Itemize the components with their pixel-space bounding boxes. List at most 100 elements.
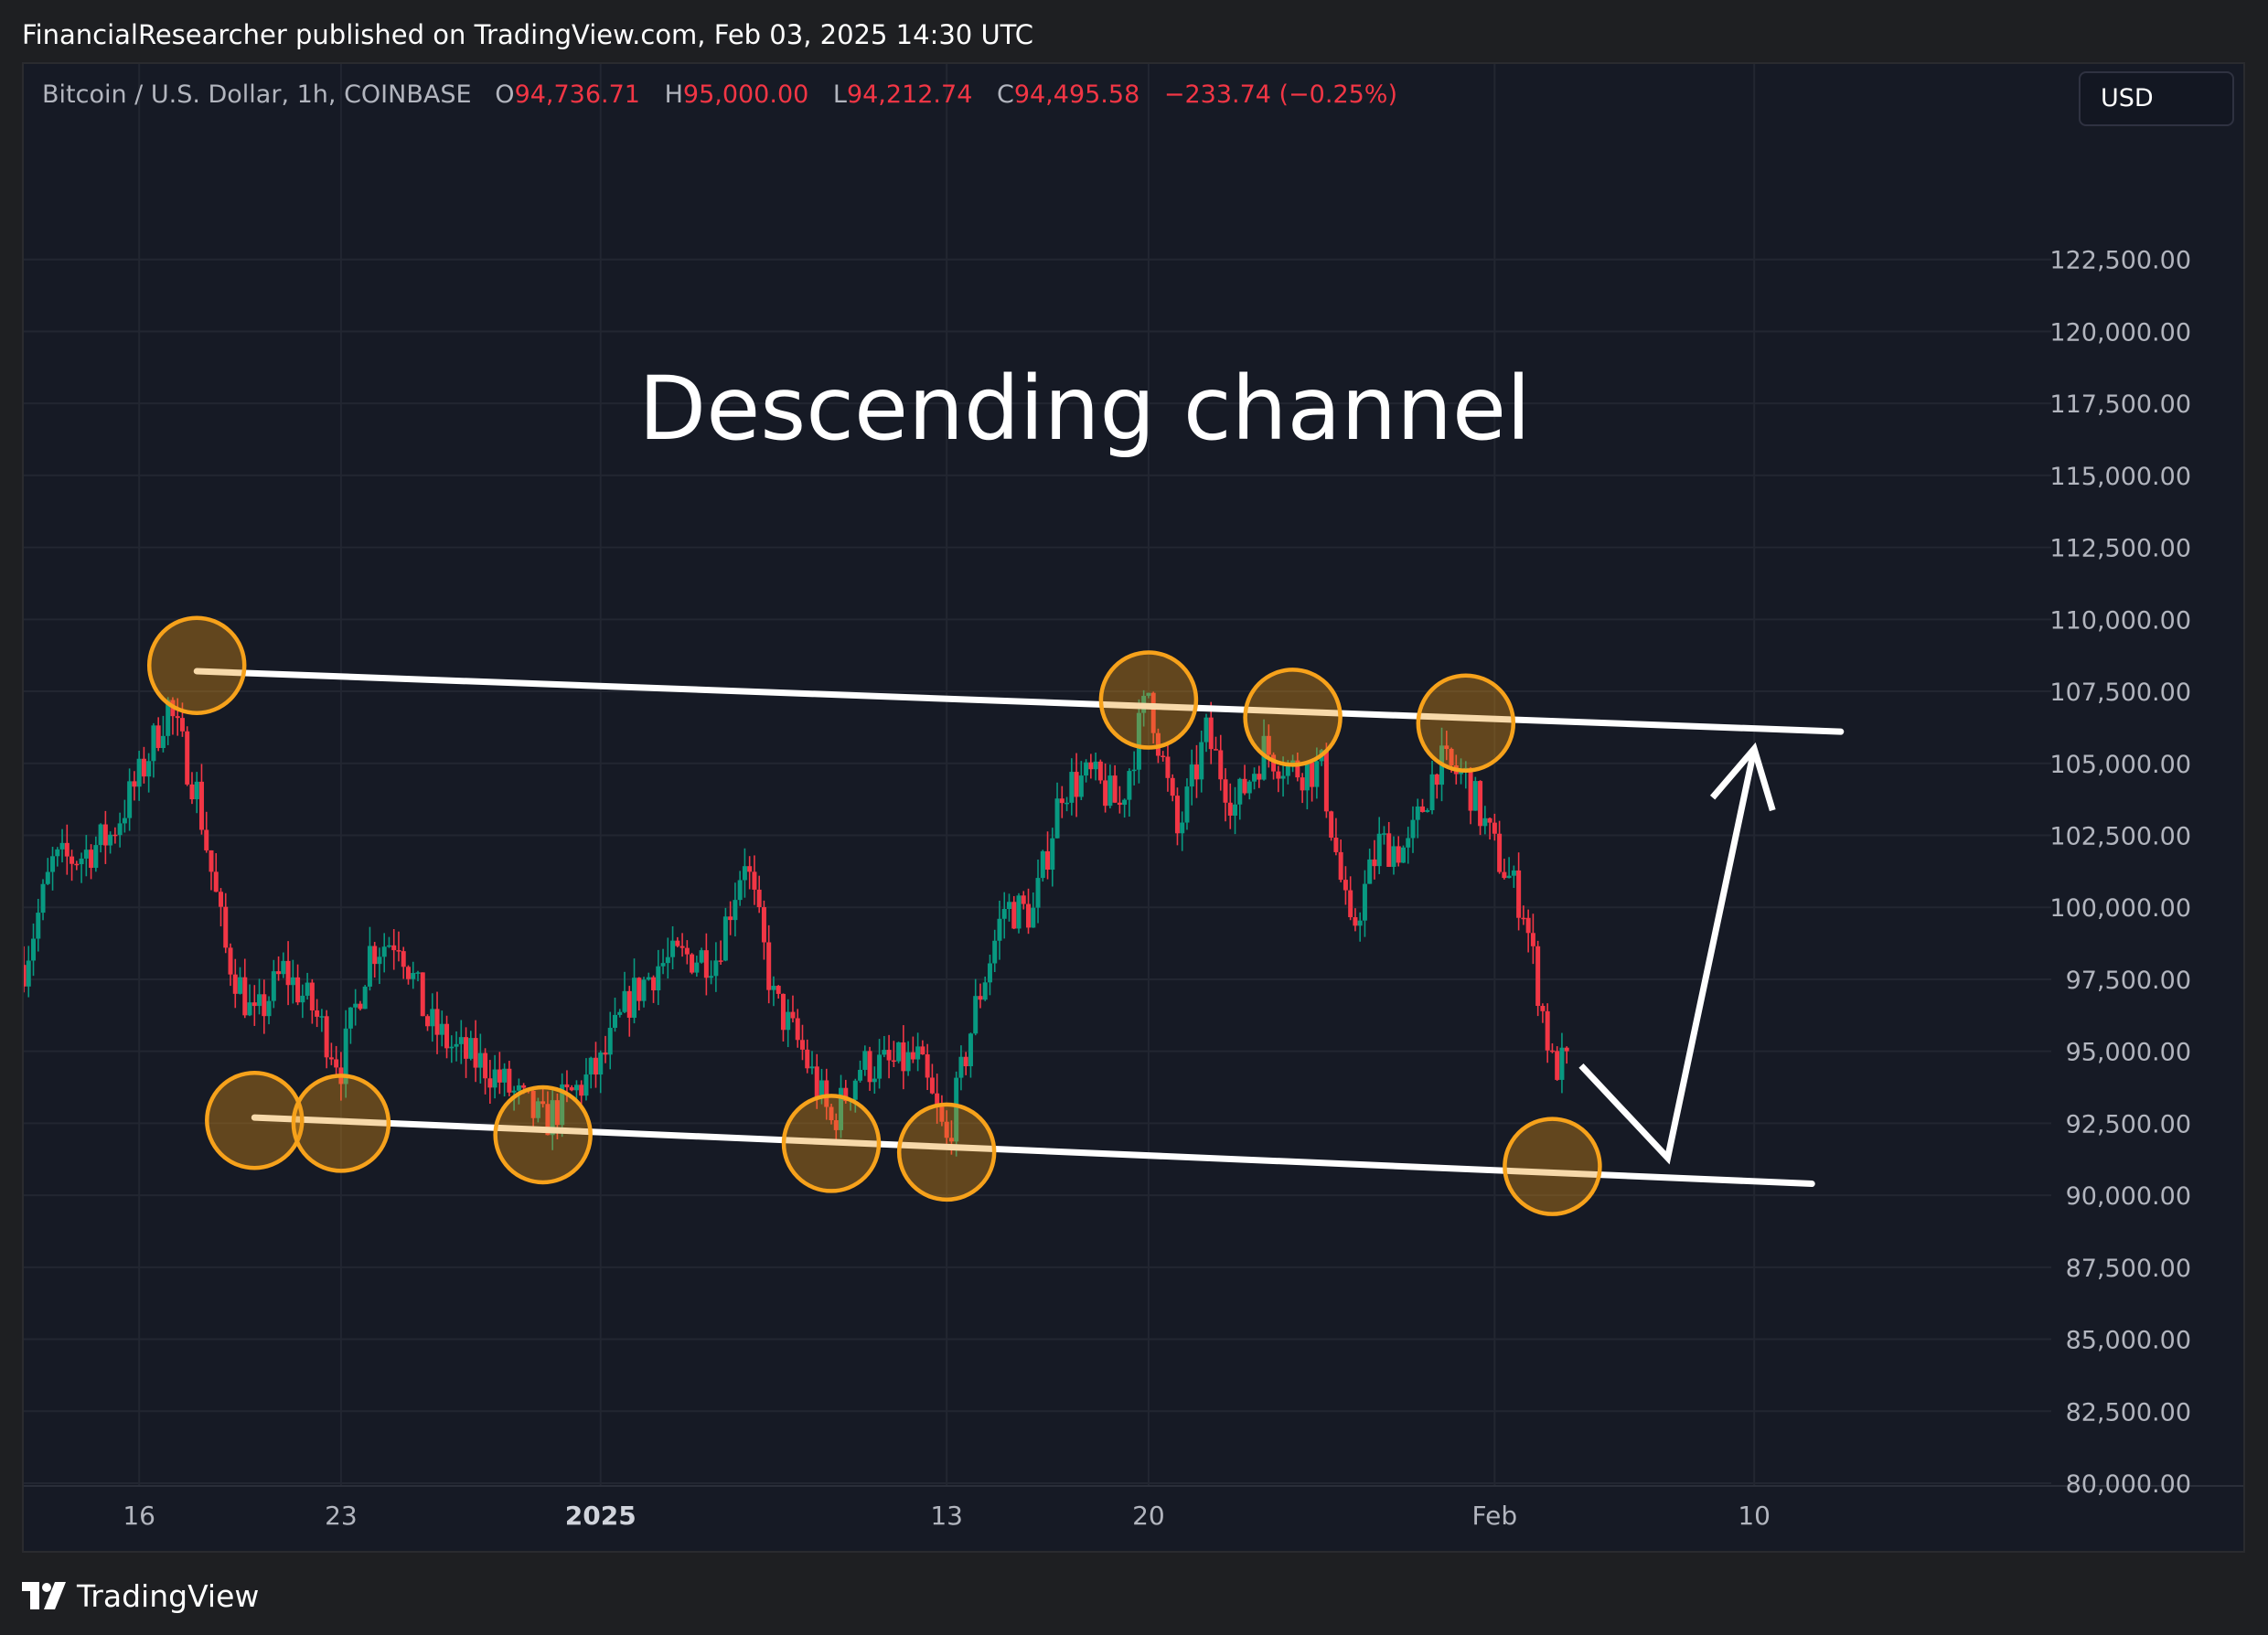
candle-body xyxy=(473,1038,478,1068)
candle-body xyxy=(973,996,979,1034)
candle-body xyxy=(626,990,632,1018)
candle-body xyxy=(483,1053,488,1079)
candle-body xyxy=(882,1050,887,1055)
candle-body xyxy=(281,960,286,975)
candle-body xyxy=(24,965,27,987)
candle-body xyxy=(1242,778,1247,794)
candle-body xyxy=(449,1046,455,1049)
candle-body xyxy=(1348,890,1353,918)
candle-body xyxy=(377,956,382,965)
price-chart[interactable]: 122,500.00 120,000.00 117,500.00 115,000.00… xyxy=(24,64,2245,1553)
touch-point-marker xyxy=(1416,673,1516,773)
candle-body xyxy=(36,913,41,939)
candle-body xyxy=(1415,806,1420,820)
candle-body xyxy=(146,761,152,777)
candle-body xyxy=(26,960,31,987)
candle-body xyxy=(867,1051,872,1083)
candle-body xyxy=(213,871,219,892)
candle-body xyxy=(1078,775,1084,797)
candle-body xyxy=(464,1037,469,1059)
x-tick-label: 13 xyxy=(930,1501,963,1531)
candle-body xyxy=(656,966,661,991)
candle-body xyxy=(117,823,123,836)
y-tick-label: 105,000.00 xyxy=(2049,751,2191,779)
candle-body xyxy=(1136,712,1141,770)
candle-body xyxy=(257,994,262,1007)
candle-body xyxy=(646,977,651,980)
candle-body xyxy=(675,940,680,946)
candle-body xyxy=(1208,717,1214,750)
currency-button[interactable]: USD xyxy=(2079,71,2234,126)
candle-body xyxy=(1386,833,1392,867)
candle-body xyxy=(939,1106,945,1122)
candle-body xyxy=(1146,692,1151,696)
candle-body xyxy=(1502,871,1507,879)
candle-body xyxy=(166,700,171,736)
touch-point-marker xyxy=(1503,1117,1602,1216)
tradingview-logo-icon xyxy=(22,1582,66,1609)
candle-body xyxy=(1295,760,1300,778)
candle-body xyxy=(690,954,695,973)
candle-body xyxy=(328,1057,334,1060)
candle-body xyxy=(411,973,416,979)
candle-body xyxy=(1497,833,1503,872)
candle-body xyxy=(1050,838,1055,871)
candle-body xyxy=(1054,798,1060,839)
open-value: 94,736.71 xyxy=(514,80,640,109)
candle-body xyxy=(1252,774,1257,782)
candle-body xyxy=(790,1011,796,1019)
candle-body xyxy=(1011,902,1017,929)
candle-body xyxy=(55,849,60,857)
candle-body xyxy=(516,1085,521,1091)
chart-title: Descending channel xyxy=(638,358,1530,460)
candle-body xyxy=(968,1033,973,1067)
candle-body xyxy=(756,889,762,908)
candle-body xyxy=(1478,781,1483,827)
candle-body xyxy=(670,940,676,957)
candle-body xyxy=(1425,810,1430,812)
tradingview-logo-text: TradingView xyxy=(77,1577,260,1614)
candle-body xyxy=(319,1016,325,1018)
candle-body xyxy=(1323,750,1329,812)
candle-body xyxy=(737,880,743,901)
y-tick-label: 115,000.00 xyxy=(2049,463,2191,491)
y-tick-label: 82,500.00 xyxy=(2066,1398,2191,1427)
candle-body xyxy=(309,982,315,1010)
y-tick-label: 102,500.00 xyxy=(2049,823,2191,851)
candle-body xyxy=(963,1056,968,1067)
candle-body xyxy=(728,916,733,921)
y-tick-label: 122,500.00 xyxy=(2049,247,2191,275)
candle-body xyxy=(569,1087,574,1091)
candle-body xyxy=(637,978,642,1001)
candle-body xyxy=(251,1002,257,1007)
tradingview-brand[interactable]: TradingView xyxy=(22,1573,259,1619)
y-tick-label: 87,500.00 xyxy=(2066,1255,2191,1283)
candle-body xyxy=(1487,818,1492,823)
low-label: L xyxy=(832,80,847,109)
candle-body xyxy=(1266,735,1271,755)
candle-body xyxy=(1271,754,1277,772)
candle-body xyxy=(593,1057,598,1075)
candle-body xyxy=(617,1011,623,1015)
candle-body xyxy=(1410,819,1416,839)
candle-body xyxy=(564,1084,570,1088)
candle-body xyxy=(315,1010,320,1017)
candle-body xyxy=(1314,761,1320,787)
candle-body xyxy=(185,731,190,785)
candle-body xyxy=(401,951,406,967)
candle-body xyxy=(886,1050,892,1061)
candle-body xyxy=(194,781,199,800)
chart-frame[interactable]: 122,500.00 120,000.00 117,500.00 115,000.00… xyxy=(22,62,2245,1553)
candle-body xyxy=(1449,749,1454,765)
candle-body xyxy=(1406,838,1411,848)
y-tick-label: 120,000.00 xyxy=(2049,318,2191,347)
candle-body xyxy=(1093,761,1098,770)
candle-body xyxy=(198,781,204,830)
projection-arrow xyxy=(1578,748,1758,1165)
ohlc-legend: Bitcoin / U.S. Dollar, 1h, COINBASE O94,… xyxy=(42,80,1397,109)
candle-body xyxy=(1396,846,1401,863)
candle-body xyxy=(843,1087,849,1102)
candle-body xyxy=(1199,742,1204,780)
candle-body xyxy=(694,962,700,973)
candle-body xyxy=(839,1087,844,1130)
